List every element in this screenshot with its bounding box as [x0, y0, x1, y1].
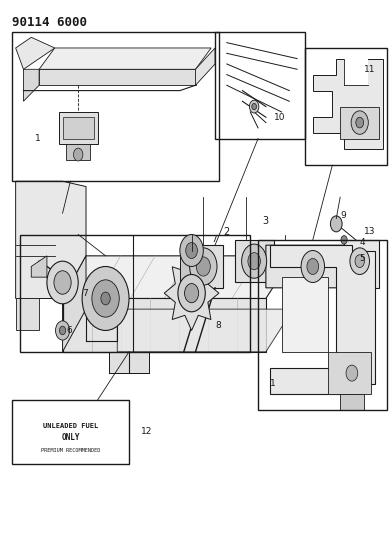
- Polygon shape: [16, 298, 39, 330]
- Polygon shape: [63, 256, 293, 298]
- Polygon shape: [63, 117, 94, 139]
- Polygon shape: [235, 240, 274, 282]
- Circle shape: [59, 326, 66, 335]
- Circle shape: [47, 261, 78, 304]
- Text: 10: 10: [274, 113, 285, 122]
- Bar: [258, 240, 387, 410]
- Circle shape: [307, 259, 319, 274]
- Circle shape: [346, 365, 358, 381]
- Polygon shape: [117, 309, 293, 352]
- Polygon shape: [39, 69, 196, 85]
- Polygon shape: [31, 256, 47, 277]
- Polygon shape: [164, 256, 219, 330]
- Text: 4: 4: [360, 238, 365, 247]
- Polygon shape: [266, 245, 360, 288]
- Polygon shape: [282, 277, 328, 352]
- Polygon shape: [340, 394, 364, 410]
- Text: 13: 13: [364, 228, 375, 236]
- Circle shape: [242, 244, 267, 278]
- Polygon shape: [59, 112, 98, 144]
- Circle shape: [355, 255, 364, 268]
- Circle shape: [252, 103, 256, 110]
- Bar: [12, 400, 129, 464]
- Text: 12: 12: [141, 427, 152, 436]
- Text: 8: 8: [215, 321, 221, 329]
- Polygon shape: [63, 298, 266, 352]
- Text: 1: 1: [270, 379, 276, 388]
- Text: 6: 6: [66, 326, 72, 335]
- Circle shape: [74, 148, 83, 161]
- Polygon shape: [16, 181, 86, 298]
- Circle shape: [356, 117, 364, 128]
- Polygon shape: [184, 245, 223, 288]
- Text: UNLEADED FUEL: UNLEADED FUEL: [43, 423, 98, 430]
- Text: 3: 3: [262, 216, 268, 226]
- Text: 2: 2: [223, 227, 229, 237]
- Circle shape: [350, 248, 369, 274]
- Text: 5: 5: [360, 254, 366, 263]
- Circle shape: [351, 111, 368, 134]
- Bar: [215, 32, 305, 139]
- Polygon shape: [196, 48, 215, 85]
- Circle shape: [178, 274, 205, 312]
- Bar: [20, 235, 250, 352]
- Circle shape: [330, 216, 342, 232]
- Polygon shape: [340, 107, 379, 139]
- Polygon shape: [180, 251, 203, 293]
- Text: 11: 11: [364, 65, 375, 74]
- Polygon shape: [63, 256, 86, 352]
- Text: ONLY: ONLY: [61, 433, 80, 441]
- Polygon shape: [109, 352, 149, 373]
- Text: 9: 9: [340, 212, 346, 220]
- Text: PREMIUM RECOMMENDED: PREMIUM RECOMMENDED: [41, 448, 100, 453]
- Circle shape: [249, 100, 259, 113]
- Bar: [12, 32, 219, 181]
- Polygon shape: [328, 352, 371, 394]
- Circle shape: [92, 280, 119, 317]
- Circle shape: [190, 248, 217, 285]
- Circle shape: [301, 251, 325, 282]
- Circle shape: [196, 257, 210, 276]
- Polygon shape: [270, 245, 375, 394]
- Polygon shape: [23, 69, 39, 101]
- Polygon shape: [16, 37, 55, 69]
- Polygon shape: [344, 59, 368, 85]
- Text: 90114 6000: 90114 6000: [12, 16, 87, 29]
- Text: 7: 7: [211, 236, 217, 244]
- Text: 7: 7: [82, 289, 88, 297]
- Circle shape: [82, 266, 129, 330]
- Circle shape: [186, 243, 197, 259]
- Polygon shape: [66, 144, 90, 160]
- Text: 1: 1: [35, 134, 41, 143]
- Circle shape: [248, 253, 260, 270]
- Circle shape: [180, 235, 203, 266]
- Polygon shape: [313, 59, 383, 149]
- Polygon shape: [39, 48, 211, 69]
- Circle shape: [341, 236, 347, 244]
- Circle shape: [54, 271, 71, 294]
- Polygon shape: [344, 240, 379, 288]
- Circle shape: [56, 321, 70, 340]
- Bar: [305, 48, 387, 165]
- Circle shape: [101, 292, 110, 305]
- Circle shape: [185, 284, 199, 303]
